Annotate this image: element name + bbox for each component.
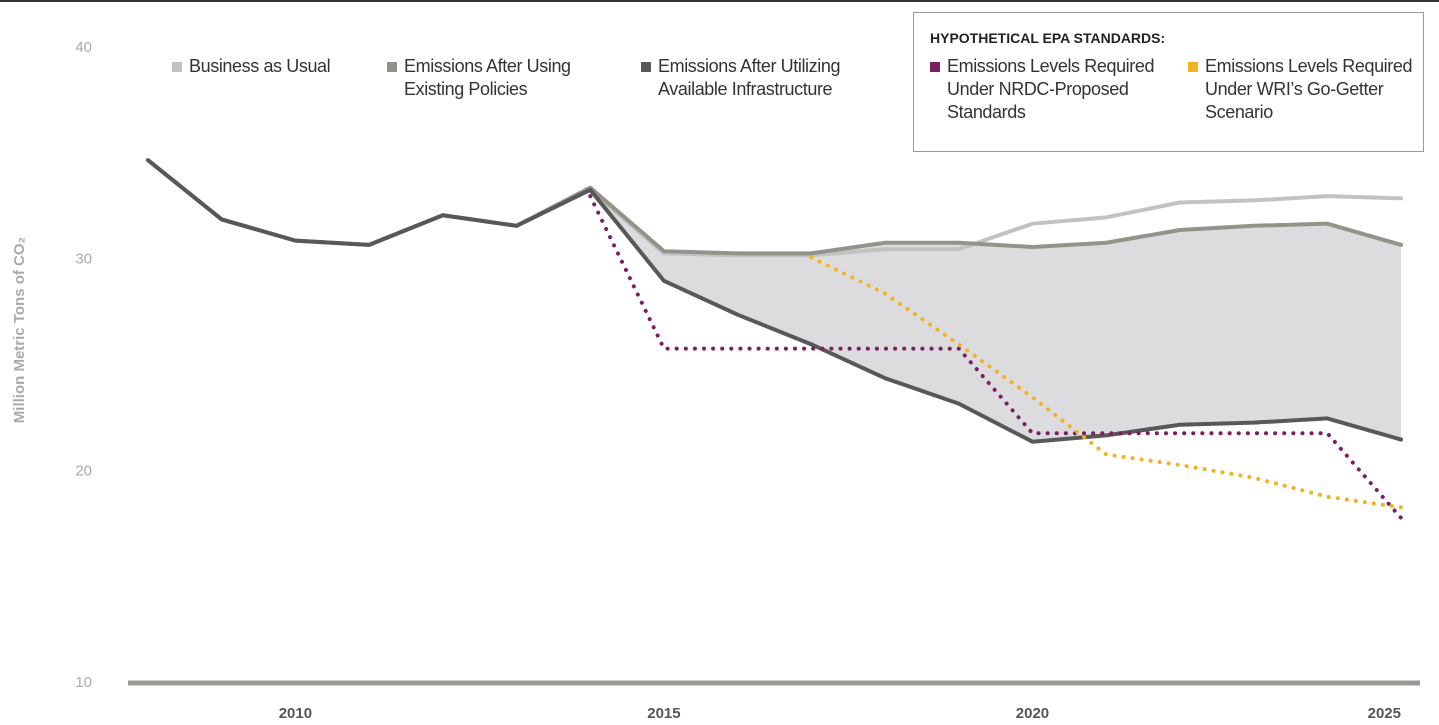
x-tick-label: 2015 (647, 705, 680, 722)
y-tick-label: 40 (75, 39, 92, 56)
legend-swatch (641, 62, 651, 72)
legend-swatch (387, 62, 397, 72)
legend-label: Emissions After Using Existing Policies (404, 56, 571, 99)
legend-swatch (172, 62, 182, 72)
legend-label: Emissions Levels Required Under WRI’s Go… (1205, 56, 1413, 122)
legend-label: Business as Usual (189, 56, 331, 76)
legend-label: Emissions After Utilizing Available Infr… (658, 56, 841, 99)
y-tick-label: 10 (75, 674, 92, 691)
y-tick-label: 30 (75, 251, 92, 268)
legend-swatch (1188, 62, 1198, 72)
x-tick-label: 2025 (1368, 705, 1401, 722)
legend-label: Emissions Levels Required Under NRDC-Pro… (947, 56, 1155, 122)
legend-group-title: HYPOTHETICAL EPA STANDARDS: (930, 30, 1166, 46)
series-line (809, 255, 1403, 510)
y-tick-label: 20 (75, 462, 92, 479)
legend-swatch (930, 62, 940, 72)
series-line (146, 158, 1403, 444)
x-tick-label: 2010 (279, 705, 312, 722)
shaded-area (516, 187, 1401, 442)
series-line (588, 194, 1403, 520)
x-tick-label: 2020 (1016, 705, 1049, 722)
y-axis-label: Million Metric Tons of CO₂ (11, 237, 28, 423)
legend-box (913, 12, 1424, 152)
